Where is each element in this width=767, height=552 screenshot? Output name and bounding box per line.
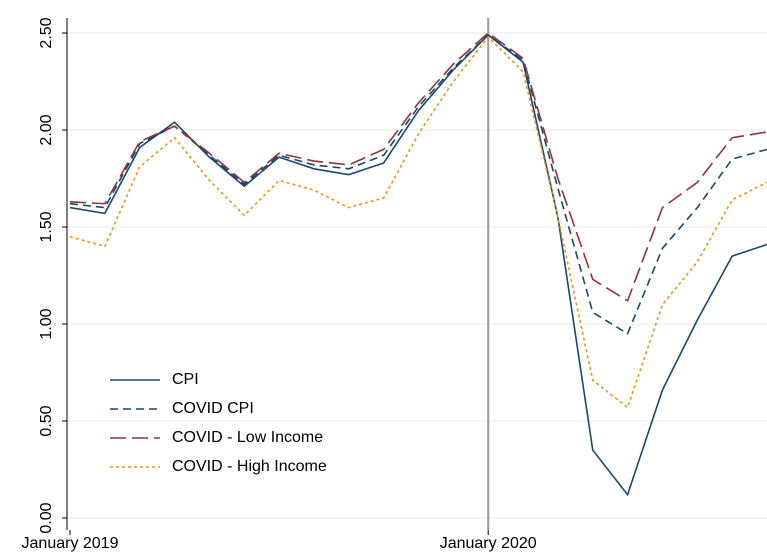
- legend-label: COVID CPI: [172, 400, 254, 417]
- legend-label: COVID - High Income: [172, 458, 327, 475]
- y-tick-label: 2.00: [38, 114, 55, 145]
- y-tick-label: 1.00: [38, 308, 55, 339]
- series-line: [69, 35, 767, 409]
- y-tick-label: 0.50: [38, 405, 55, 436]
- y-tick-label: 1.50: [38, 211, 55, 242]
- series-line: [69, 33, 767, 335]
- series-line: [69, 33, 767, 497]
- series-line: [69, 31, 767, 302]
- x-tick-label: January 2019: [22, 535, 119, 552]
- legend-label: COVID - Low Income: [172, 429, 323, 446]
- legend-label: CPI: [172, 371, 199, 388]
- x-tick-label: January 2020: [440, 535, 537, 552]
- y-tick-label: 0.00: [38, 502, 55, 533]
- y-tick-label: 2.50: [38, 17, 55, 48]
